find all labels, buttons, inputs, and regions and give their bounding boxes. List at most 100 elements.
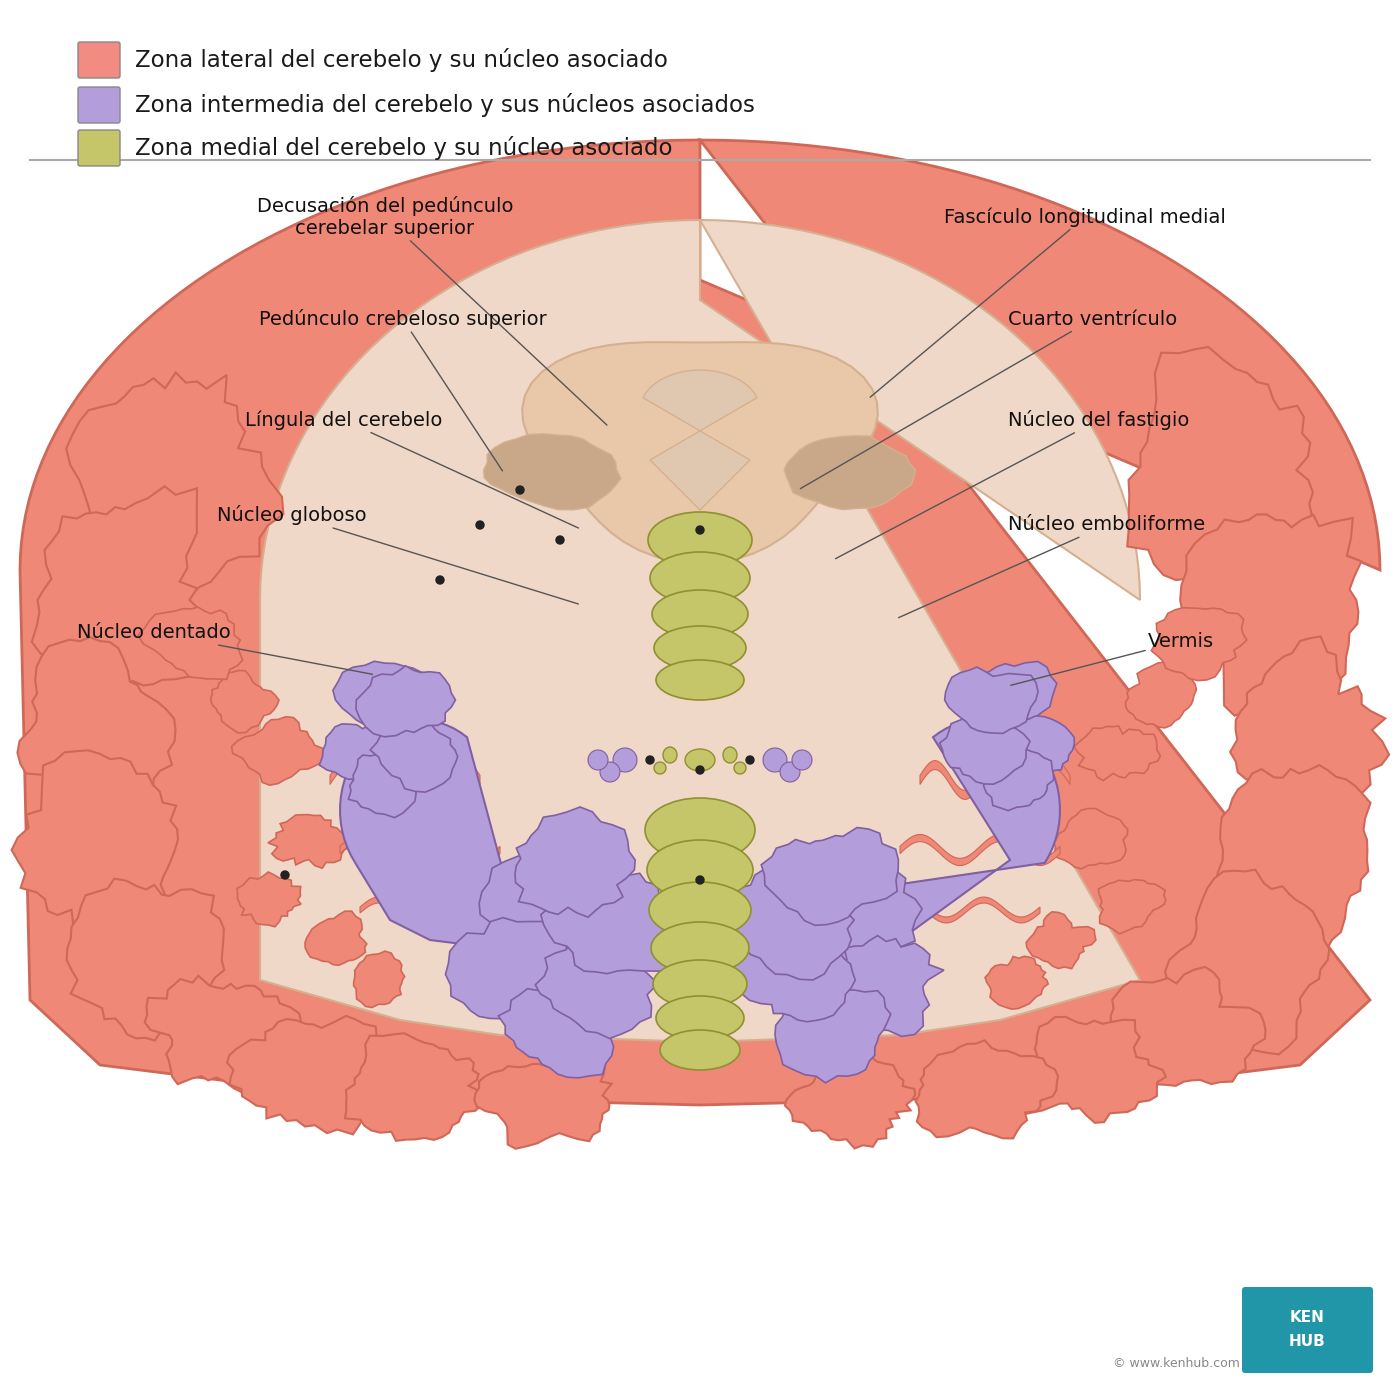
Ellipse shape	[763, 748, 787, 771]
Polygon shape	[784, 435, 916, 510]
Ellipse shape	[648, 512, 752, 568]
Polygon shape	[340, 834, 500, 865]
Polygon shape	[900, 834, 1060, 865]
Polygon shape	[475, 1064, 612, 1149]
Polygon shape	[1100, 967, 1266, 1086]
Polygon shape	[137, 608, 242, 679]
Text: Pedúnculo crebeloso superior: Pedúnculo crebeloso superior	[259, 309, 547, 470]
Polygon shape	[1074, 727, 1161, 781]
Polygon shape	[67, 879, 224, 1040]
Ellipse shape	[659, 1030, 741, 1070]
Text: Decusación del pedúnculo
cerebelar superior: Decusación del pedúnculo cerebelar super…	[256, 196, 608, 426]
Polygon shape	[356, 666, 455, 736]
Polygon shape	[498, 980, 613, 1078]
FancyBboxPatch shape	[78, 42, 120, 78]
Circle shape	[696, 876, 704, 883]
Text: Zona intermedia del cerebelo y sus núcleos asociados: Zona intermedia del cerebelo y sus núcle…	[134, 92, 755, 118]
Ellipse shape	[601, 762, 620, 783]
Polygon shape	[340, 720, 510, 945]
Ellipse shape	[652, 960, 748, 1008]
Text: Cuarto ventrículo: Cuarto ventrículo	[801, 309, 1177, 489]
Polygon shape	[522, 342, 878, 563]
Text: Língula del cerebelo: Língula del cerebelo	[245, 410, 578, 528]
Polygon shape	[515, 806, 636, 917]
Polygon shape	[333, 661, 441, 735]
Polygon shape	[1005, 1016, 1166, 1123]
Polygon shape	[260, 220, 1140, 1042]
Polygon shape	[945, 668, 1037, 734]
Polygon shape	[237, 872, 301, 927]
Polygon shape	[535, 937, 654, 1039]
Polygon shape	[1099, 879, 1166, 934]
Circle shape	[696, 526, 704, 533]
Ellipse shape	[780, 762, 799, 783]
Polygon shape	[211, 671, 279, 734]
Polygon shape	[483, 434, 622, 510]
Text: Vermis: Vermis	[1011, 631, 1214, 686]
Polygon shape	[32, 486, 203, 690]
Polygon shape	[1165, 869, 1330, 1054]
Ellipse shape	[722, 748, 736, 763]
Text: Zona medial del cerebelo y su núcleo asociado: Zona medial del cerebelo y su núcleo aso…	[134, 136, 672, 160]
Ellipse shape	[647, 840, 753, 900]
Text: Núcleo del fastigio: Núcleo del fastigio	[836, 410, 1190, 559]
Polygon shape	[1214, 766, 1371, 963]
Text: Zona lateral del cerebelo y su núcleo asociado: Zona lateral del cerebelo y su núcleo as…	[134, 48, 668, 71]
Polygon shape	[785, 1057, 916, 1148]
Polygon shape	[144, 976, 301, 1095]
Polygon shape	[354, 951, 405, 1008]
Polygon shape	[227, 1016, 382, 1134]
Text: Núcleo globoso: Núcleo globoso	[217, 505, 578, 603]
Polygon shape	[231, 717, 328, 785]
FancyBboxPatch shape	[78, 87, 120, 123]
Circle shape	[435, 575, 444, 584]
Text: Fascículo longitudinal medial: Fascículo longitudinal medial	[871, 207, 1226, 398]
Ellipse shape	[792, 750, 812, 770]
Polygon shape	[997, 715, 1074, 780]
Circle shape	[556, 536, 564, 545]
Ellipse shape	[613, 748, 637, 771]
Polygon shape	[479, 851, 616, 983]
Polygon shape	[1127, 347, 1313, 599]
Ellipse shape	[645, 798, 755, 862]
Polygon shape	[916, 1040, 1058, 1138]
Polygon shape	[267, 815, 353, 868]
Polygon shape	[1180, 514, 1361, 715]
Polygon shape	[731, 934, 855, 1022]
Circle shape	[645, 756, 654, 764]
Ellipse shape	[650, 882, 750, 938]
Text: HUB: HUB	[1288, 1334, 1326, 1350]
Polygon shape	[370, 718, 458, 792]
Polygon shape	[643, 370, 757, 510]
Ellipse shape	[657, 995, 743, 1040]
Polygon shape	[986, 956, 1049, 1009]
Polygon shape	[17, 637, 175, 822]
FancyBboxPatch shape	[1242, 1287, 1373, 1373]
Ellipse shape	[685, 749, 715, 771]
Polygon shape	[540, 868, 689, 973]
FancyBboxPatch shape	[78, 130, 120, 167]
Circle shape	[696, 766, 704, 774]
Polygon shape	[1053, 808, 1128, 869]
Polygon shape	[939, 717, 1030, 784]
Polygon shape	[445, 917, 578, 1033]
Polygon shape	[1126, 661, 1197, 728]
Polygon shape	[787, 848, 923, 983]
Polygon shape	[11, 750, 178, 937]
Text: KEN: KEN	[1289, 1310, 1324, 1326]
Polygon shape	[983, 743, 1054, 811]
Ellipse shape	[588, 750, 608, 770]
Polygon shape	[850, 720, 1060, 939]
Polygon shape	[815, 935, 944, 1036]
Circle shape	[281, 871, 288, 879]
Polygon shape	[920, 760, 1070, 799]
Polygon shape	[776, 987, 890, 1082]
Ellipse shape	[734, 762, 746, 774]
Polygon shape	[1151, 608, 1247, 680]
Ellipse shape	[654, 626, 746, 671]
Polygon shape	[305, 911, 367, 966]
Polygon shape	[66, 372, 283, 598]
Text: Núcleo dentado: Núcleo dentado	[77, 623, 372, 675]
Polygon shape	[890, 897, 1040, 923]
Polygon shape	[762, 827, 899, 925]
